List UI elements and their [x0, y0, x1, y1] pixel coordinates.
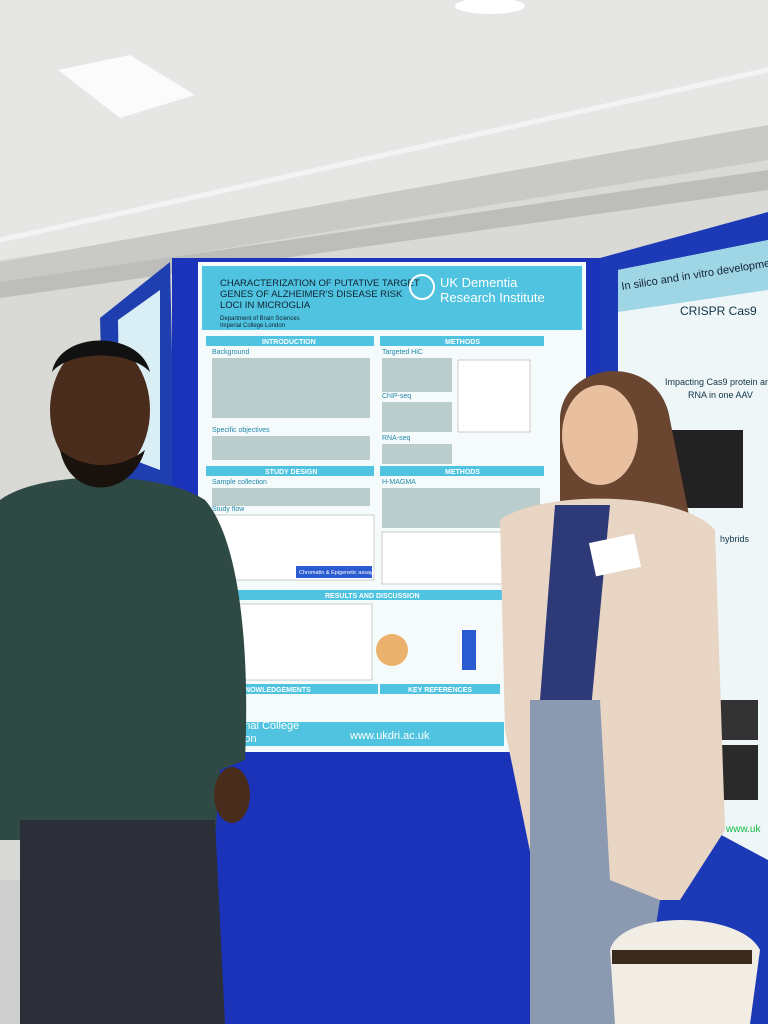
poster-org: Research Institute: [440, 290, 545, 305]
subheading: Sample collection: [212, 479, 267, 486]
logo: [409, 274, 435, 300]
section-title: KNOWLEDGEMENTS: [240, 687, 311, 694]
poster-title: GENES OF ALZHEIMER'S DISEASE RISK: [220, 289, 403, 300]
woman: [500, 371, 760, 1024]
poster-org: UK Dementia: [440, 275, 518, 290]
subheading: Study flow: [212, 506, 245, 513]
section-title: KEY REFERENCES: [408, 687, 472, 694]
assay-box: [296, 566, 372, 578]
section-bar: [206, 336, 374, 346]
poster-title: LOCI IN MICROGLIA: [220, 300, 311, 311]
subheading: Background: [212, 349, 249, 356]
footer-college: perial College: [232, 720, 299, 732]
subheading: RNA-seq: [382, 435, 411, 442]
section-title: STUDY DESIGN: [265, 469, 317, 476]
right-poster-subtitle: Impacting Cas9 protein and its guide: [665, 377, 768, 387]
section-title: RESULTS AND DISCUSSION: [325, 593, 420, 600]
ceiling-light: [455, 0, 525, 14]
subheading: Specific objectives: [212, 427, 270, 434]
body-text: [212, 358, 452, 464]
section-bar: [232, 590, 544, 600]
section-title: METHODS: [445, 339, 480, 346]
right-poster-subtitle: RNA in one AAV: [688, 390, 753, 400]
subheading: H-MAGMA: [382, 479, 416, 486]
poster-title: CHARACTERIZATION OF PUTATIVE TARGET: [220, 278, 420, 289]
right-poster-url: www.uk: [725, 824, 761, 835]
right-poster-title: CRISPR Cas9: [680, 304, 757, 318]
footer-band: [210, 722, 504, 746]
pipe: [0, 125, 768, 285]
section-bar: [380, 336, 544, 346]
body-text: [212, 488, 370, 506]
pipe: [0, 67, 768, 243]
section-bar: [232, 684, 378, 694]
poster-affiliation: Department of Brain Sciences: [220, 316, 300, 322]
section-bar: [380, 684, 500, 694]
section-bar: [206, 466, 374, 476]
section-title: METHODS: [445, 469, 480, 476]
figure: [457, 359, 531, 433]
section-bar: [380, 466, 544, 476]
section-title: INTRODUCTION: [262, 339, 316, 346]
ceiling-light: [58, 55, 195, 118]
right-poster-header: [618, 240, 768, 312]
footer-url: www.ukdri.ac.uk: [349, 730, 430, 742]
man: [0, 340, 250, 1024]
poster-affiliation: Imperial College London: [220, 323, 285, 329]
right-poster-heading: hybrids: [720, 534, 750, 544]
figure: [231, 603, 373, 681]
subheading: ChIP-seq: [382, 393, 411, 400]
venn: [376, 634, 408, 666]
assay-label: Chromatin & Epigenetic assays: [299, 570, 376, 576]
poster-title-band: [202, 266, 582, 330]
figure-bar: [462, 630, 476, 670]
subheading: Targeted HiC: [382, 349, 423, 356]
figure: [381, 531, 523, 585]
